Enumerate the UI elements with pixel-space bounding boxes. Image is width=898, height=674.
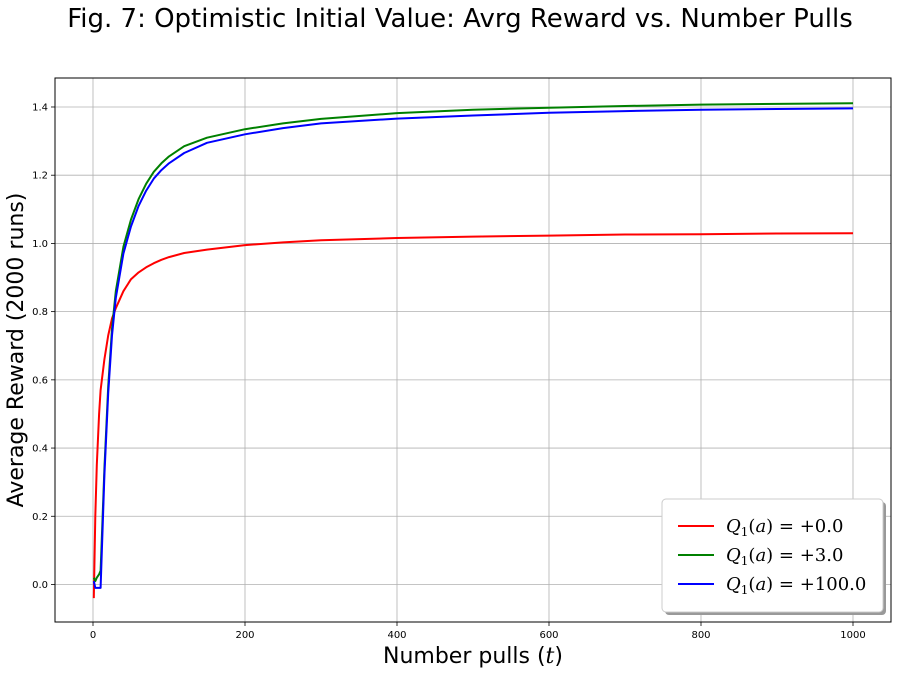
legend-box xyxy=(661,498,884,613)
y-tick-label: 1.2 xyxy=(32,171,48,182)
chart-title: Fig. 7: Optimistic Initial Value: Avrg R… xyxy=(67,4,853,34)
x-tick-label: 1000 xyxy=(840,630,865,641)
y-axis-label: Average Reward (2000 runs) xyxy=(4,193,29,508)
legend: Q1(a) = +0.0 Q1(a) = +3.0 Q1(a) = +100.0 xyxy=(661,498,886,615)
y-tick-label: 0.6 xyxy=(32,375,48,386)
x-tick-label: 200 xyxy=(235,630,254,641)
x-tick-label: 800 xyxy=(691,630,710,641)
y-tick-label: 0.0 xyxy=(32,580,48,591)
x-tick-label: 600 xyxy=(539,630,558,641)
y-tick-label: 1.0 xyxy=(32,239,48,250)
y-tick-label: 0.4 xyxy=(32,444,48,455)
legend-label-0: Q1(a) = +0.0 xyxy=(726,516,843,539)
legend-label-2: Q1(a) = +100.0 xyxy=(726,574,866,597)
y-tick-label: 1.4 xyxy=(32,102,48,113)
y-tick-label: 0.2 xyxy=(32,512,48,523)
series-line-2 xyxy=(92,107,854,589)
x-axis-label: Number pulls (t) xyxy=(383,644,563,669)
series-group xyxy=(92,102,854,599)
legend-label-1: Q1(a) = +3.0 xyxy=(726,545,843,568)
x-tick-label: 0 xyxy=(90,630,96,641)
plot-frame xyxy=(54,77,892,623)
x-tick-label: 400 xyxy=(387,630,406,641)
y-tick-label: 0.8 xyxy=(32,307,48,318)
series-line-0 xyxy=(92,232,854,599)
grid xyxy=(55,78,891,622)
ticks: 0 200 400 600 800 1000 0.0 0.2 0.4 0.6 0.8 1.0 1.2 1.… xyxy=(32,102,866,641)
